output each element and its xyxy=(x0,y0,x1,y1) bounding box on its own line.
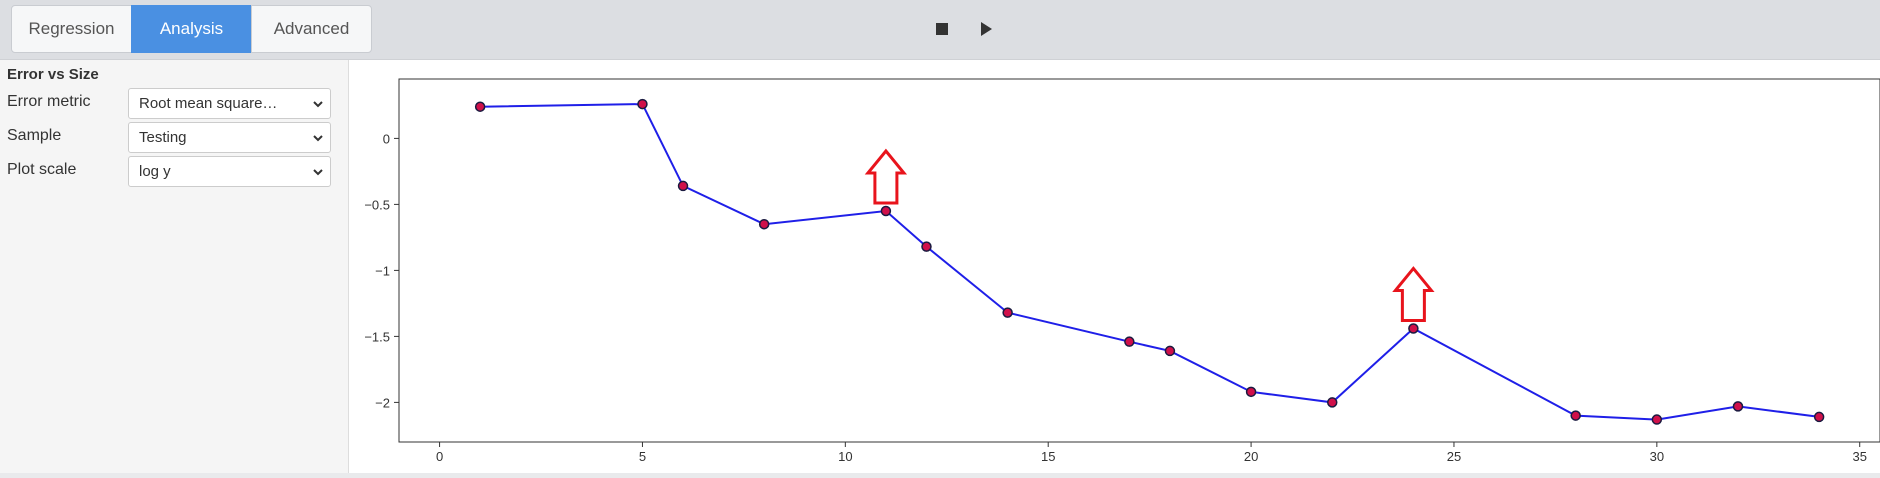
y-tick-label: −1 xyxy=(375,263,390,278)
data-point xyxy=(1326,397,1338,408)
x-tick-label: 25 xyxy=(1447,449,1461,464)
plot-frame xyxy=(398,78,1880,443)
stop-icon xyxy=(936,23,948,35)
chevron-down-icon xyxy=(313,135,323,142)
sidebar-panel: Error vs Size Error metric Root mean squ… xyxy=(0,60,349,474)
top-toolbar: Regression Analysis Advanced xyxy=(0,0,1880,60)
y-tick-label: −0.5 xyxy=(364,197,390,212)
x-tick-label: 15 xyxy=(1041,449,1055,464)
x-tick-label: 0 xyxy=(436,449,443,464)
error-metric-select[interactable]: Root mean square… xyxy=(128,88,331,119)
data-point xyxy=(1124,336,1135,347)
series-line xyxy=(480,103,1820,421)
error-metric-label: Error metric xyxy=(7,93,91,110)
sample-select[interactable]: Testing xyxy=(128,122,331,153)
data-point xyxy=(637,98,648,110)
tab-group: Regression Analysis Advanced xyxy=(11,5,372,53)
x-tick-label: 5 xyxy=(639,449,646,464)
plot-scale-select[interactable]: log y xyxy=(128,156,331,187)
x-tick-label: 30 xyxy=(1650,449,1664,464)
data-point xyxy=(1732,401,1744,412)
chevron-down-icon xyxy=(313,101,323,108)
y-tick-label: −1.5 xyxy=(364,329,390,344)
x-tick-label: 20 xyxy=(1244,449,1258,464)
x-tick-label: 10 xyxy=(838,449,852,464)
sample-label: Sample xyxy=(7,127,62,144)
panel-title: Error vs Size xyxy=(7,66,99,83)
y-tick-label: 0 xyxy=(383,131,390,146)
x-tick-label: 35 xyxy=(1852,449,1866,464)
plot-scale-label: Plot scale xyxy=(7,161,77,178)
data-point xyxy=(1408,323,1419,334)
stop-button[interactable] xyxy=(932,19,952,39)
chevron-down-icon xyxy=(313,169,323,176)
data-point xyxy=(1813,411,1825,423)
tab-analysis[interactable]: Analysis xyxy=(131,5,252,53)
annotation-arrow-up xyxy=(1392,266,1435,322)
data-point xyxy=(474,101,486,112)
plot-scale-value: log y xyxy=(139,163,171,180)
data-point xyxy=(1245,386,1257,398)
error-metric-value: Root mean square… xyxy=(139,95,278,112)
data-point xyxy=(677,180,689,192)
bottom-scrollbar[interactable] xyxy=(0,473,1880,478)
data-point xyxy=(1164,345,1176,357)
data-point xyxy=(758,218,770,230)
sample-value: Testing xyxy=(139,129,187,146)
annotation-arrow-up xyxy=(864,148,908,205)
data-point xyxy=(1651,414,1663,425)
data-point xyxy=(880,205,892,217)
error-vs-size-chart: 0 5 10 15 20 25 30 35 0 −0.5 −1 −1.5 −2 xyxy=(364,78,1880,464)
play-button[interactable] xyxy=(976,19,996,39)
data-point xyxy=(1570,410,1581,421)
tab-regression[interactable]: Regression xyxy=(11,5,132,53)
data-point xyxy=(1002,307,1013,318)
data-point xyxy=(921,241,932,252)
play-icon xyxy=(981,22,992,36)
y-tick-label: −2 xyxy=(375,395,390,410)
tab-advanced[interactable]: Advanced xyxy=(251,5,372,53)
